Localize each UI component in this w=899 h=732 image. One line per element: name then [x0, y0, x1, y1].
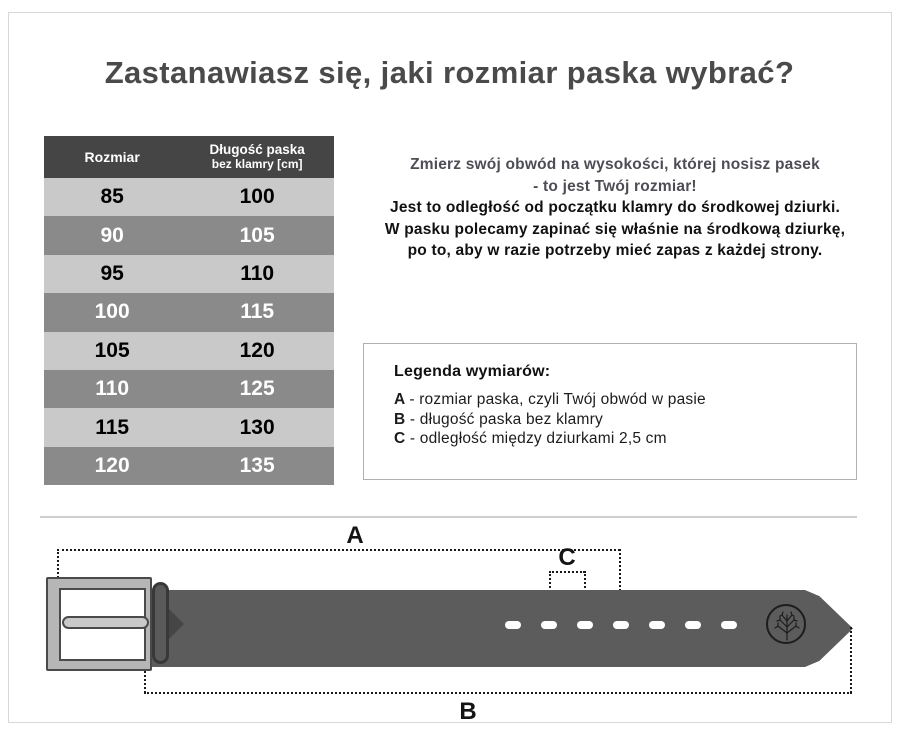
table-row: 100 115: [44, 293, 334, 332]
legend-item-key: B: [394, 410, 410, 428]
page-title: Zastanawiasz się, jaki rozmiar paska wyb…: [104, 55, 795, 90]
legend-item: A - rozmiar paska, czyli Twój obwód w pa…: [394, 390, 856, 410]
dimension-a-right-tick: [619, 549, 621, 627]
table-cell-length: 105: [239, 223, 275, 247]
column-header-size: Rozmiar: [84, 149, 140, 165]
instructions-body: Jest to odległość od początku klamry do …: [350, 197, 880, 262]
belt-hole: [613, 621, 629, 629]
table-body: 85 100 90 105 95 110 100 115 105 120 110 125 115 130 1…: [44, 178, 334, 486]
instruction-line: Jest to odległość od początku klamry do …: [390, 199, 840, 216]
table-row: 120 135: [44, 446, 334, 486]
dimension-b-right-tick: [850, 627, 852, 693]
instructions-highlight: Zmierz swój obwód na wysokości, której n…: [350, 154, 880, 197]
table-cell-size: 115: [95, 415, 130, 439]
table-cell-size: 100: [94, 300, 130, 324]
instruction-line: W pasku polecamy zapinać się właśnie na …: [384, 220, 846, 238]
legend-item-text: - rozmiar paska, czyli Twój obwód w pasi…: [409, 391, 706, 408]
table-header-row: Rozmiar Długość paska bez klamry [cm]: [44, 136, 334, 178]
table-cell-length: 120: [239, 338, 275, 362]
belt-hole: [649, 621, 665, 629]
table-cell-size: 110: [95, 377, 130, 401]
frame-border: [8, 12, 892, 723]
legend-item-key: A: [394, 391, 410, 408]
instruction-line: po to, aby w razie potrzeby mieć zapas z…: [407, 242, 823, 259]
dimension-c-line: [549, 571, 585, 573]
legend-item-key: C: [394, 430, 410, 447]
table-row: 110 125: [44, 369, 334, 409]
table-cell-length: 110: [240, 261, 275, 285]
table-row: 95 110: [44, 254, 334, 294]
table-cell-length: 100: [239, 185, 275, 209]
legend-item-text: - długość paska bez klamry: [409, 410, 603, 428]
belt-strap: [150, 590, 805, 667]
table-cell-size: 95: [100, 261, 124, 285]
dimension-b-left-tick: [144, 671, 146, 693]
belt-hole: [505, 621, 521, 629]
belt-loop: [152, 582, 169, 664]
dimension-label-b: B: [459, 698, 477, 725]
table-row: 90 105: [44, 216, 334, 255]
instruction-line: - to jest Twój rozmiar!: [533, 177, 697, 195]
belt-size-table: Rozmiar Długość paska bez klamry [cm] 85…: [44, 136, 334, 486]
dimension-label-a: A: [346, 522, 364, 549]
legend-item-text: - odległość między dziurkami 2,5 cm: [409, 430, 667, 447]
measuring-instructions: Zmierz swój obwód na wysokości, której n…: [350, 154, 880, 262]
column-header-length-line2: bez klamry [cm]: [211, 157, 303, 171]
table-cell-size: 85: [100, 185, 124, 209]
legend-item: B - długość paska bez klamry: [394, 410, 856, 430]
column-header-length: Długość paska bez klamry [cm]: [180, 136, 334, 178]
table-row: 105 120: [44, 331, 334, 370]
tree-logo-icon: [766, 604, 806, 644]
belt-hole: [577, 621, 593, 629]
column-header-length-line1: Długość paska: [209, 142, 305, 157]
belt-buckle-prong: [62, 616, 149, 629]
dimension-label-c: C: [558, 544, 576, 571]
dimension-a-left-tick: [57, 549, 59, 578]
table-row: 115 130: [44, 408, 334, 447]
table-cell-size: 120: [94, 453, 130, 477]
belt-hole: [541, 621, 557, 629]
belt-hole: [685, 621, 701, 629]
table-row: 85 100: [44, 178, 334, 217]
table-cell-size: 105: [94, 338, 130, 362]
table-cell-length: 130: [239, 415, 275, 439]
instruction-line: Zmierz swój obwód na wysokości, której n…: [410, 156, 820, 173]
belt-hole: [721, 621, 737, 629]
legend-item: C - odległość między dziurkami 2,5 cm: [394, 429, 856, 449]
table-cell-size: 90: [100, 223, 124, 247]
divider-line: [40, 516, 857, 518]
legend-box: Legenda wymiarów: A - rozmiar paska, czy…: [363, 343, 857, 480]
table-cell-length: 115: [240, 300, 275, 324]
dimension-a-line: [57, 549, 620, 551]
table-cell-length: 135: [239, 453, 275, 477]
dimension-b-line: [144, 692, 852, 694]
legend-items: A - rozmiar paska, czyli Twój obwód w pa…: [364, 390, 856, 449]
legend-title: Legenda wymiarów:: [394, 363, 551, 380]
table-cell-length: 125: [239, 377, 275, 401]
